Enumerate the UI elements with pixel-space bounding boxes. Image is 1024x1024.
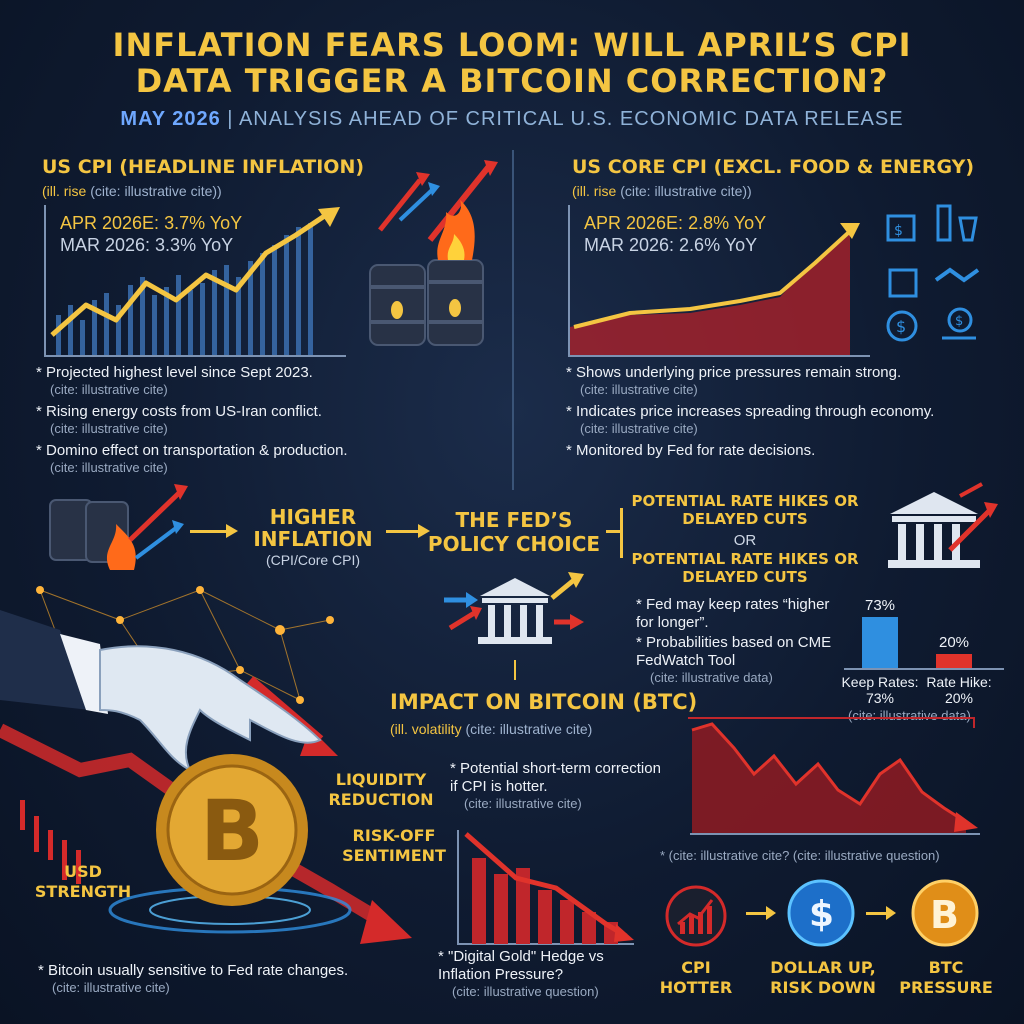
cpi-bullet-2-cite: (cite: illustrative cite) [50, 421, 168, 436]
grocery-icon: $ $ $ [886, 204, 980, 342]
flow-split [620, 508, 623, 558]
cpi-apr-value: APR 2026E: 3.7% YoY [60, 213, 243, 233]
btc-pressure-icon: B [911, 879, 979, 947]
btc-subheading: (ill. volatility (cite: illustrative cit… [390, 721, 592, 737]
usd-strength-label: USD STRENGTH [34, 862, 132, 901]
prob-baseline [844, 668, 1004, 670]
svg-text:B: B [200, 782, 264, 880]
core-subheading: (ill. rise (cite: illustrative cite)) [572, 183, 752, 199]
cpi-bullet-2: * Rising energy costs from US-Iran confl… [36, 403, 322, 420]
page-title-line2: DATA TRIGGER A BITCOIN CORRECTION? [135, 62, 889, 100]
rate-option-1: POTENTIAL RATE HIKES OR DELAYED CUTS [631, 492, 859, 528]
core-sub-cite: (cite: illustrative cite)) [620, 183, 752, 199]
core-bullet-1-cite: (cite: illustrative cite) [580, 382, 698, 397]
higher-inflation-label: HIGHER INFLATION [253, 505, 373, 551]
svg-text:$: $ [809, 894, 834, 935]
fed-cite: (cite: illustrative data) [650, 670, 773, 685]
bitcoin-hand-illustration: B [0, 586, 412, 944]
btc-hedge-note: * "Digital Gold" Hedge vs Inflation Pres… [438, 948, 658, 999]
cpi-mar-value: MAR 2026: 3.3% YoY [60, 235, 234, 255]
prob-cite: (cite: illustrative data) [848, 708, 971, 723]
core-sub-text: (ill. rise [572, 183, 621, 199]
core-bullet-2: * Indicates price increases spreading th… [566, 403, 935, 420]
btc-hedge-cite: (cite: illustrative question) [452, 984, 599, 999]
core-bullet-1: * Shows underlying price pressures remai… [566, 364, 902, 381]
cpi-heading: US CPI (HEADLINE INFLATION) [42, 156, 365, 178]
btc-sub-cite: (cite: illustrative cite) [465, 721, 593, 737]
cpi-bullet-3: * Domino effect on transportation & prod… [36, 442, 348, 459]
btc-sensitive-note: * Bitcoin usually sensitive to Fed rate … [38, 962, 438, 995]
cpi-sub-cite: (cite: illustrative cite)) [90, 183, 222, 199]
cpi-bullet-1-cite: (cite: illustrative cite) [50, 382, 168, 397]
dollar-coin-icon: $ $ [886, 307, 976, 342]
probability-chart: 73% 20% Keep Rates: 73% Rate Hike: 20% (… [841, 592, 1014, 723]
btc-correction-text: * Potential short-term correction if CPI… [450, 760, 661, 795]
dollar-up-icon: $ [787, 879, 855, 947]
cpi-hotter-icon [665, 885, 727, 947]
rate-option-2: POTENTIAL RATE HIKES OR DELAYED CUTS [631, 550, 859, 586]
core-mar-value: MAR 2026: 2.6% YoY [584, 235, 758, 255]
higher-inflation-sub: (CPI/Core CPI) [265, 552, 361, 568]
oil-barrel-icon [369, 160, 498, 346]
btc-hedge-text: * "Digital Gold" Hedge vs Inflation Pres… [438, 948, 604, 983]
fed-bullet-1: * Fed may keep rates “higher for longer”… [636, 596, 830, 631]
rate-or: OR [733, 532, 757, 549]
svg-text:$: $ [896, 317, 906, 336]
subtitle-sep: | [220, 108, 239, 130]
keep-rates-bar [862, 617, 898, 668]
btc-chart-cite: * (cite: illustrative cite? (cite: illus… [660, 848, 940, 863]
bank-icon [888, 482, 998, 568]
cpi-bullet-3-cite: (cite: illustrative cite) [50, 460, 168, 475]
flow-arrow-2 [386, 530, 422, 533]
fed-notes: * Fed may keep rates “higher for longer”… [636, 596, 836, 685]
cpi-bullets: * Projected highest level since Sept 202… [36, 364, 506, 475]
page-title-line1: INFLATION FEARS LOOM: WILL APRIL’S CPI [112, 26, 912, 64]
subtitle-text: ANALYSIS AHEAD OF CRITICAL U.S. ECONOMIC… [238, 108, 904, 130]
cpi-chart: APR 2026E: 3.7% YoY MAR 2026: 3.3% YoY [44, 205, 346, 357]
cpi-line-chart [50, 207, 340, 355]
cpi-subheading: (ill. rise (cite: illustrative cite)) [42, 183, 222, 199]
rate-hike-label: Rate Hike: 20% [926, 674, 992, 706]
oil-fire-flow-icon [49, 484, 188, 570]
risk-off-label: RISK-OFF SENTIMENT [342, 826, 446, 865]
rate-hike-value: 20% [938, 634, 970, 651]
flow-arrow-1 [190, 530, 230, 533]
handshake-icon [934, 267, 980, 283]
btc-decline-bar-chart [457, 830, 634, 945]
page-subtitle: MAY 2026 | ANALYSIS AHEAD OF CRITICAL U.… [0, 108, 1024, 131]
cpi-sub-text: (ill. rise [42, 183, 91, 199]
fed-bullet-2: * Probabilities based on CME FedWatch To… [636, 634, 832, 669]
bitcoin-coin-icon: B [156, 754, 308, 906]
rate-hike-bar [936, 654, 972, 668]
core-heading: US CORE CPI (EXCL. FOOD & ENERGY) [572, 156, 975, 178]
cpi-hotter-label: CPI HOTTER [659, 958, 733, 997]
core-line-chart [570, 223, 860, 355]
subtitle-date: MAY 2026 [120, 108, 221, 130]
btc-sub-text: (ill. volatility [390, 721, 466, 737]
svg-text:B: B [930, 893, 959, 937]
btc-price-decline-chart [688, 717, 980, 835]
btc-sensitive-text: * Bitcoin usually sensitive to Fed rate … [38, 962, 349, 979]
btc-pressure-label: BTC PRESSURE [899, 958, 993, 997]
fed-choice-label: THE FED’S POLICY CHOICE [427, 508, 601, 556]
btc-sensitive-cite: (cite: illustrative cite) [52, 980, 170, 995]
keep-rates-value: 73% [864, 597, 896, 614]
keep-rates-label: Keep Rates: 73% [841, 674, 919, 706]
btc-correction-cite: (cite: illustrative cite) [464, 796, 582, 811]
btc-heading: IMPACT ON BITCOIN (BTC) [390, 690, 698, 714]
svg-text:$: $ [955, 314, 963, 329]
core-bullet-2-cite: (cite: illustrative cite) [580, 421, 698, 436]
core-bullets: * Shows underlying price pressures remai… [566, 364, 986, 460]
btc-correction-note: * Potential short-term correction if CPI… [450, 760, 670, 811]
center-divider [512, 150, 514, 490]
cpi-bullet-1: * Projected highest level since Sept 202… [36, 364, 313, 381]
fire-icon [437, 200, 475, 260]
core-chart: APR 2026E: 2.8% YoY MAR 2026: 2.6% YoY [568, 205, 870, 357]
liquidity-label: LIQUIDITY REDUCTION [328, 770, 434, 809]
dollar-up-label: DOLLAR UP, RISK DOWN [770, 958, 876, 997]
fed-bank-icon [444, 572, 584, 644]
core-bullet-3: * Monitored by Fed for rate decisions. [566, 442, 816, 459]
core-apr-value: APR 2026E: 2.8% YoY [584, 213, 767, 233]
svg-text:$: $ [894, 223, 903, 239]
